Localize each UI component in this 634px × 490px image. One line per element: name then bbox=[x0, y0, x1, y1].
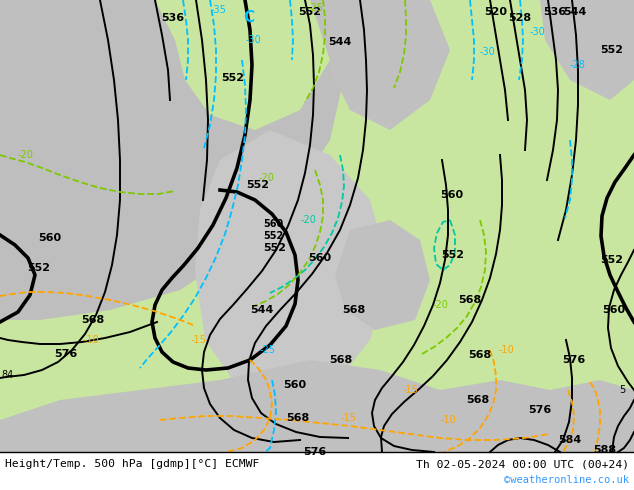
Text: 568: 568 bbox=[287, 413, 309, 423]
Text: -20: -20 bbox=[17, 150, 33, 160]
Text: 552: 552 bbox=[441, 250, 465, 260]
Polygon shape bbox=[155, 0, 330, 130]
Text: C: C bbox=[243, 10, 255, 25]
Text: ©weatheronline.co.uk: ©weatheronline.co.uk bbox=[504, 475, 629, 485]
Text: -10: -10 bbox=[440, 415, 456, 425]
Text: 552: 552 bbox=[221, 73, 245, 83]
Polygon shape bbox=[80, 0, 290, 260]
Text: 588: 588 bbox=[593, 445, 616, 455]
Text: 576: 576 bbox=[562, 355, 586, 365]
Text: 552: 552 bbox=[600, 255, 623, 265]
Text: -30: -30 bbox=[529, 27, 545, 37]
Polygon shape bbox=[0, 0, 350, 320]
Text: 520: 520 bbox=[484, 7, 507, 17]
Polygon shape bbox=[335, 220, 430, 330]
Text: -20: -20 bbox=[258, 173, 274, 183]
Text: -15: -15 bbox=[190, 335, 206, 345]
Text: -10: -10 bbox=[83, 335, 99, 345]
Polygon shape bbox=[195, 130, 390, 410]
Text: 552: 552 bbox=[264, 243, 287, 253]
Text: -25: -25 bbox=[260, 345, 276, 355]
Text: 568: 568 bbox=[469, 350, 491, 360]
Text: 560: 560 bbox=[602, 305, 626, 315]
Text: Height/Temp. 500 hPa [gdmp][°C] ECMWF: Height/Temp. 500 hPa [gdmp][°C] ECMWF bbox=[5, 459, 259, 469]
Text: 576: 576 bbox=[528, 405, 552, 415]
Text: -20: -20 bbox=[432, 300, 448, 310]
Bar bbox=[0, 452, 634, 490]
Text: Th 02-05-2024 00:00 UTC (00+24): Th 02-05-2024 00:00 UTC (00+24) bbox=[416, 459, 629, 469]
Text: -30: -30 bbox=[245, 35, 261, 45]
Text: 560: 560 bbox=[39, 233, 61, 243]
Text: -28: -28 bbox=[569, 60, 585, 70]
Text: 552: 552 bbox=[247, 180, 269, 190]
Text: 584: 584 bbox=[559, 435, 581, 445]
Text: 544: 544 bbox=[564, 7, 586, 17]
Text: -25: -25 bbox=[308, 3, 324, 13]
Text: -10: -10 bbox=[498, 345, 514, 355]
Polygon shape bbox=[0, 0, 210, 260]
Text: 568: 568 bbox=[330, 355, 353, 365]
Text: 552: 552 bbox=[600, 45, 623, 55]
Polygon shape bbox=[0, 360, 634, 452]
Text: 552: 552 bbox=[299, 7, 321, 17]
Text: 5: 5 bbox=[619, 385, 625, 395]
Text: 576: 576 bbox=[55, 349, 77, 359]
Text: -15: -15 bbox=[340, 413, 356, 423]
Text: 544: 544 bbox=[250, 305, 274, 315]
Text: 568: 568 bbox=[467, 395, 489, 405]
Text: 568: 568 bbox=[458, 295, 482, 305]
Text: 560
552: 560 552 bbox=[263, 219, 283, 241]
Text: 544: 544 bbox=[328, 37, 352, 47]
Polygon shape bbox=[540, 0, 634, 100]
Text: 560: 560 bbox=[308, 253, 332, 263]
Polygon shape bbox=[320, 0, 450, 130]
Text: -15: -15 bbox=[402, 385, 418, 395]
Text: 528: 528 bbox=[508, 13, 531, 23]
Text: 536: 536 bbox=[543, 7, 567, 17]
Text: -35: -35 bbox=[210, 5, 226, 15]
Text: 560: 560 bbox=[283, 380, 307, 390]
Text: -30: -30 bbox=[479, 47, 495, 57]
Text: 84: 84 bbox=[2, 370, 14, 380]
Text: 576: 576 bbox=[304, 447, 327, 457]
Text: 560: 560 bbox=[441, 190, 463, 200]
Text: 552: 552 bbox=[27, 263, 51, 273]
Text: 568: 568 bbox=[81, 315, 105, 325]
Text: 568: 568 bbox=[342, 305, 366, 315]
Text: -20: -20 bbox=[300, 215, 316, 225]
Text: 536: 536 bbox=[162, 13, 184, 23]
